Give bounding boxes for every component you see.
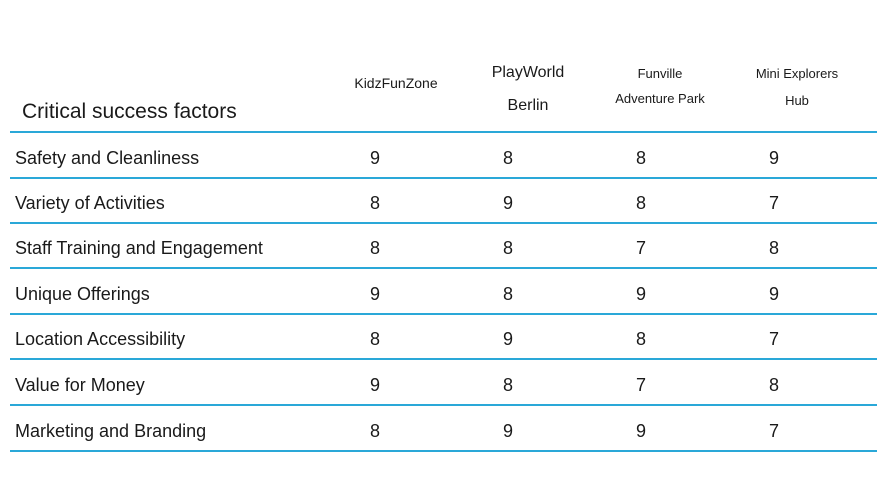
column-header-line: Berlin — [507, 97, 549, 114]
score-cell: 7 — [635, 238, 646, 258]
score-cell: 8 — [502, 284, 513, 304]
row-divider — [10, 404, 877, 406]
row-label: Safety and Cleanliness — [15, 148, 200, 168]
score-cell: 9 — [502, 329, 513, 349]
row-label: Variety of Activities — [15, 193, 165, 213]
table-row: Variety of Activities 8 9 8 7 — [0, 181, 877, 225]
score-cell: 9 — [369, 375, 380, 395]
table-row: Marketing and Branding 8 9 9 7 — [0, 409, 877, 453]
column-header-line: KidzFunZone — [354, 75, 438, 91]
row-divider — [10, 313, 877, 315]
score-cell: 9 — [502, 421, 513, 441]
row-divider — [10, 358, 877, 360]
score-cell: 9 — [635, 421, 646, 441]
score-cell: 7 — [768, 421, 779, 441]
score-cell: 9 — [369, 148, 380, 168]
score-cell: 8 — [502, 148, 513, 168]
column-header-line: Mini Explorers — [755, 66, 839, 81]
table-row: Location Accessibility 8 9 8 7 — [0, 317, 877, 361]
column-header-funville-adventure-park: Funville Adventure Park — [607, 61, 713, 111]
row-label: Unique Offerings — [15, 284, 150, 304]
score-cell: 7 — [635, 375, 646, 395]
score-cell: 9 — [768, 148, 779, 168]
column-header-mini-explorers-hub: Mini Explorers Hub — [743, 60, 851, 114]
table-row: Unique Offerings 9 8 9 9 — [0, 272, 877, 316]
score-cell: 8 — [502, 375, 513, 395]
score-cell: 7 — [768, 193, 779, 213]
score-cell: 8 — [635, 193, 646, 213]
row-divider — [10, 267, 877, 269]
score-cell: 8 — [369, 193, 380, 213]
score-cell: 8 — [635, 148, 646, 168]
row-divider — [10, 131, 877, 133]
score-cell: 7 — [768, 329, 779, 349]
score-cell: 8 — [768, 238, 779, 258]
score-cell: 8 — [768, 375, 779, 395]
table-title: Critical success factors — [22, 100, 237, 123]
score-cell: 8 — [635, 329, 646, 349]
score-cell: 8 — [369, 421, 380, 441]
table-row: Value for Money 9 8 7 8 — [0, 363, 877, 407]
row-label: Marketing and Branding — [15, 421, 207, 441]
score-cell: 9 — [369, 284, 380, 304]
row-divider — [10, 222, 877, 224]
column-header-playworld-berlin: PlayWorld Berlin — [478, 56, 578, 122]
column-header-line: Hub — [785, 93, 809, 108]
score-cell: 9 — [635, 284, 646, 304]
table-row: Staff Training and Engagement 8 8 7 8 — [0, 226, 877, 270]
score-cell: 9 — [768, 284, 779, 304]
score-cell: 8 — [369, 238, 380, 258]
table-row: Safety and Cleanliness 9 8 8 9 — [0, 136, 877, 180]
row-label: Staff Training and Engagement — [15, 238, 263, 258]
row-divider — [10, 450, 877, 452]
score-cell: 8 — [502, 238, 513, 258]
column-header-line: PlayWorld — [491, 64, 565, 81]
row-divider — [10, 177, 877, 179]
row-label: Location Accessibility — [15, 329, 186, 349]
column-header-line: Adventure Park — [615, 91, 705, 106]
column-header-kidzfunzone: KidzFunZone — [345, 74, 447, 92]
column-header-line: Funville — [637, 66, 683, 81]
row-label: Value for Money — [15, 375, 145, 395]
score-cell: 8 — [369, 329, 380, 349]
score-cell: 9 — [502, 193, 513, 213]
